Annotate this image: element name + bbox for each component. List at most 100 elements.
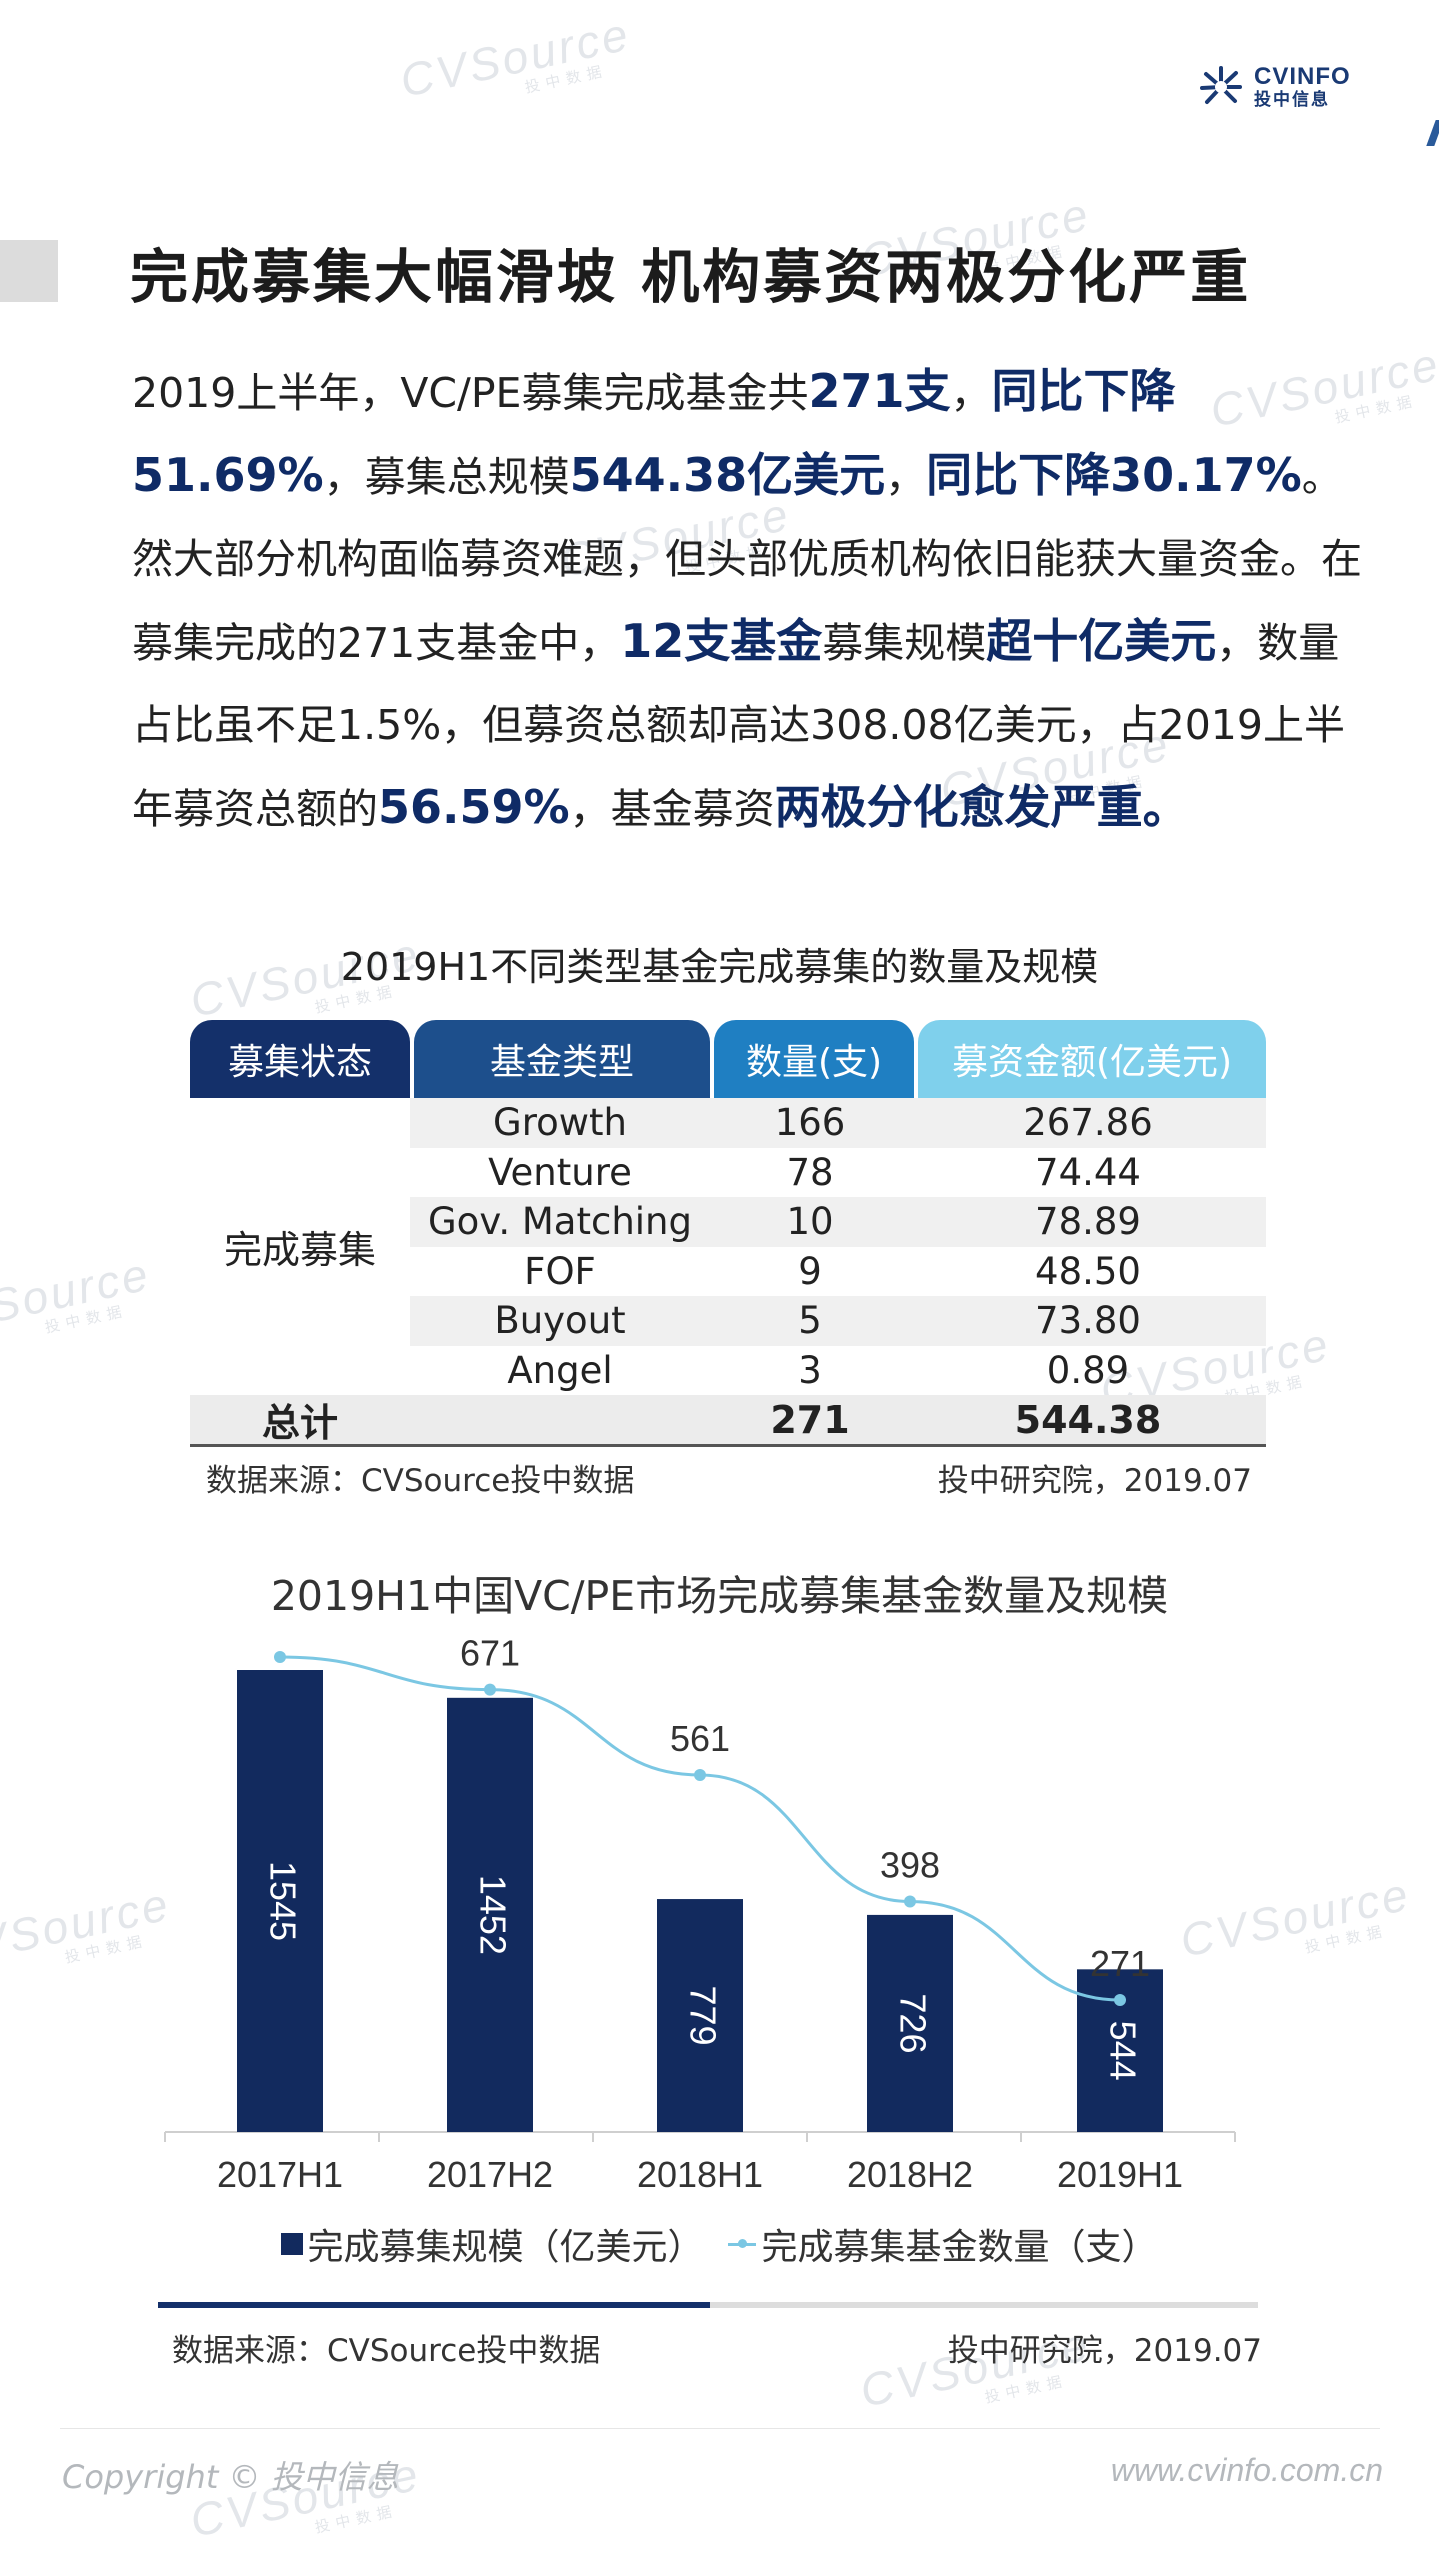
footer-divider bbox=[60, 2428, 1380, 2429]
bar-value-label: 544 bbox=[1102, 2021, 1143, 2081]
cell-type: FOF bbox=[524, 1249, 596, 1293]
para-highlight: 超十亿美元 bbox=[986, 614, 1217, 668]
line-point bbox=[904, 1895, 916, 1908]
table-source-right: 投中研究院，2019.07 bbox=[937, 1463, 1252, 1499]
logo-text-cn: 投中信息 bbox=[1254, 89, 1330, 110]
bar bbox=[447, 1697, 533, 2132]
chart-source: 数据来源：CVSource投中数据 投中研究院，2019.07 bbox=[172, 2325, 1262, 2370]
para-highlight: 56.59% bbox=[378, 780, 570, 834]
total-count: 271 bbox=[770, 1397, 850, 1442]
fund-type-table: 募集状态 基金类型 数量(支) 募资金额(亿美元) 完成募集 Growth 16… bbox=[190, 1020, 1266, 1447]
para-text: ， bbox=[885, 453, 927, 501]
cell-amount: 73.80 bbox=[910, 1296, 1266, 1346]
cell-count: 78 bbox=[786, 1150, 834, 1194]
x-tick-label: 2017H2 bbox=[427, 2154, 553, 2195]
line-value-label: 671 bbox=[460, 1640, 520, 1674]
para-text: ，基金募资 bbox=[569, 785, 775, 833]
table-total-row: 总计 271 544.38 bbox=[190, 1395, 1266, 1447]
line-point bbox=[484, 1683, 496, 1696]
cell-type: Buyout bbox=[410, 1296, 710, 1346]
chart-title: 2019H1中国VC/PE市场完成募集基金数量及规模 bbox=[270, 1572, 1169, 1620]
cell-amount: 78.89 bbox=[910, 1197, 1266, 1247]
legend-item-bar: 完成募集规模（亿美元） bbox=[281, 2218, 704, 2270]
table-row: Venture 78 74.44 bbox=[190, 1148, 1266, 1198]
cell-amount: 48.50 bbox=[1035, 1249, 1141, 1293]
cell-amount: 267.86 bbox=[910, 1098, 1266, 1148]
para-text: ，募集总规模 bbox=[323, 453, 570, 501]
copyright-text: Copyright © 投中信息 bbox=[62, 2458, 399, 2496]
para-highlight: 两极分化愈发严重。 bbox=[774, 780, 1189, 834]
line-series bbox=[279, 1655, 1121, 2002]
cell-type: Venture bbox=[488, 1150, 632, 1194]
line-value-label: 271 bbox=[1090, 1943, 1150, 1984]
chart-source-left: 数据来源：CVSource投中数据 bbox=[172, 2333, 601, 2369]
total-label: 总计 bbox=[261, 1401, 338, 1445]
para-highlight: 12支基金 bbox=[620, 614, 823, 668]
title-accent-bar bbox=[0, 240, 58, 302]
bar-value-label: 1545 bbox=[262, 1861, 303, 1941]
table-source: 数据来源：CVSource投中数据 投中研究院，2019.07 bbox=[206, 1455, 1252, 1500]
table-row: Growth 166 267.86 bbox=[190, 1098, 1266, 1148]
line-point bbox=[1114, 1994, 1126, 2006]
x-tick-label: 2018H1 bbox=[637, 2154, 763, 2195]
table-source-left: 数据来源：CVSource投中数据 bbox=[206, 1463, 635, 1499]
header-status: 募集状态 bbox=[190, 1020, 410, 1098]
website-link[interactable]: www.cvinfo.com.cn bbox=[1110, 2452, 1383, 2488]
cell-count: 10 bbox=[710, 1197, 910, 1247]
table-row: Buyout 5 73.80 bbox=[190, 1296, 1266, 1346]
chart-legend: 完成募集规模（亿美元） 完成募集基金数量（支） bbox=[0, 2218, 1439, 2270]
para-highlight: 271支 bbox=[808, 364, 951, 418]
bar-value-label: 1452 bbox=[472, 1875, 513, 1955]
line-point bbox=[274, 1651, 286, 1663]
x-tick-label: 2019H1 bbox=[1057, 2154, 1183, 2195]
edge-decoration bbox=[1426, 120, 1439, 146]
line-point bbox=[694, 1768, 706, 1781]
legend-item-line: 完成募集基金数量（支） bbox=[727, 2218, 1158, 2270]
table-header: 募集状态 基金类型 数量(支) 募资金额(亿美元) bbox=[190, 1020, 1266, 1098]
para-text: 2019上半年，VC/PE募集完成基金共 bbox=[132, 369, 809, 417]
cell-amount: 0.89 bbox=[1046, 1348, 1130, 1392]
legend-swatch-line bbox=[727, 2238, 756, 2248]
x-tick-label: 2018H2 bbox=[847, 2154, 973, 2195]
chart-divider bbox=[158, 2302, 1258, 2308]
legend-swatch-bar bbox=[281, 2233, 304, 2255]
bar-value-label: 726 bbox=[892, 1993, 933, 2053]
header-amount: 募资金额(亿美元) bbox=[918, 1020, 1266, 1098]
header-fund-type: 基金类型 bbox=[414, 1020, 710, 1098]
chart-source-right: 投中研究院，2019.07 bbox=[947, 2333, 1262, 2369]
cell-count: 9 bbox=[798, 1249, 822, 1293]
legend-label-line: 完成募集基金数量（支） bbox=[761, 2227, 1158, 2268]
brand-logo: CVINFO 投中信息 bbox=[1198, 64, 1351, 110]
para-highlight: 同比下降51.69% bbox=[132, 364, 1176, 502]
total-amount: 544.38 bbox=[1014, 1397, 1162, 1442]
cell-type: Growth bbox=[410, 1098, 710, 1148]
cell-count: 5 bbox=[710, 1296, 910, 1346]
table-row: Gov. Matching 10 78.89 bbox=[190, 1197, 1266, 1247]
bar bbox=[657, 1899, 743, 2132]
cell-amount: 74.44 bbox=[1035, 1150, 1141, 1194]
logo-text-en: CVINFO bbox=[1254, 63, 1351, 91]
cell-type: Angel bbox=[507, 1348, 613, 1392]
summary-paragraph: 2019上半年，VC/PE募集完成基金共271支，同比下降51.69%，募集总规… bbox=[132, 350, 1372, 850]
para-text: 募集规模 bbox=[822, 619, 987, 667]
cell-count: 166 bbox=[710, 1098, 910, 1148]
para-text: ， bbox=[950, 369, 992, 417]
line-value-label: 398 bbox=[880, 1844, 940, 1885]
para-text: ，数量占比虽不足1.5%，但募资总额却高达308.08亿美元，占2019上半年募… bbox=[132, 619, 1345, 833]
fundraising-chart: 1545 2017H1 1452 2017H2 779 2018H1 726 2018H2 54… bbox=[164, 1640, 1236, 2195]
cvinfo-logo-icon bbox=[1200, 66, 1242, 104]
para-text: 。然大部分机构面临募资难题，但头部优质机构依旧能获大量资金。在募集完成的271支… bbox=[132, 453, 1362, 667]
watermark: CVSource 投中数据 bbox=[395, 7, 635, 107]
legend-label-bar: 完成募集规模（亿美元） bbox=[307, 2227, 704, 2268]
bar-value-label: 779 bbox=[682, 1985, 723, 2045]
line-value-label: 713 bbox=[250, 1640, 310, 1641]
page-title: 完成募集大幅滑坡 机构募资两极分化严重 bbox=[130, 243, 1252, 311]
group-label: 完成募集 bbox=[223, 1228, 376, 1272]
bar bbox=[867, 1914, 953, 2132]
table-title: 2019H1不同类型基金完成募集的数量及规模 bbox=[340, 945, 1099, 989]
cell-type: Gov. Matching bbox=[410, 1197, 710, 1247]
table-row: Angel 3 0.89 bbox=[190, 1346, 1266, 1396]
table-body: 完成募集 Growth 166 267.86 Venture 78 74.44 … bbox=[190, 1098, 1266, 1395]
header-count: 数量(支) bbox=[714, 1020, 914, 1098]
line-value-label: 561 bbox=[670, 1718, 730, 1759]
